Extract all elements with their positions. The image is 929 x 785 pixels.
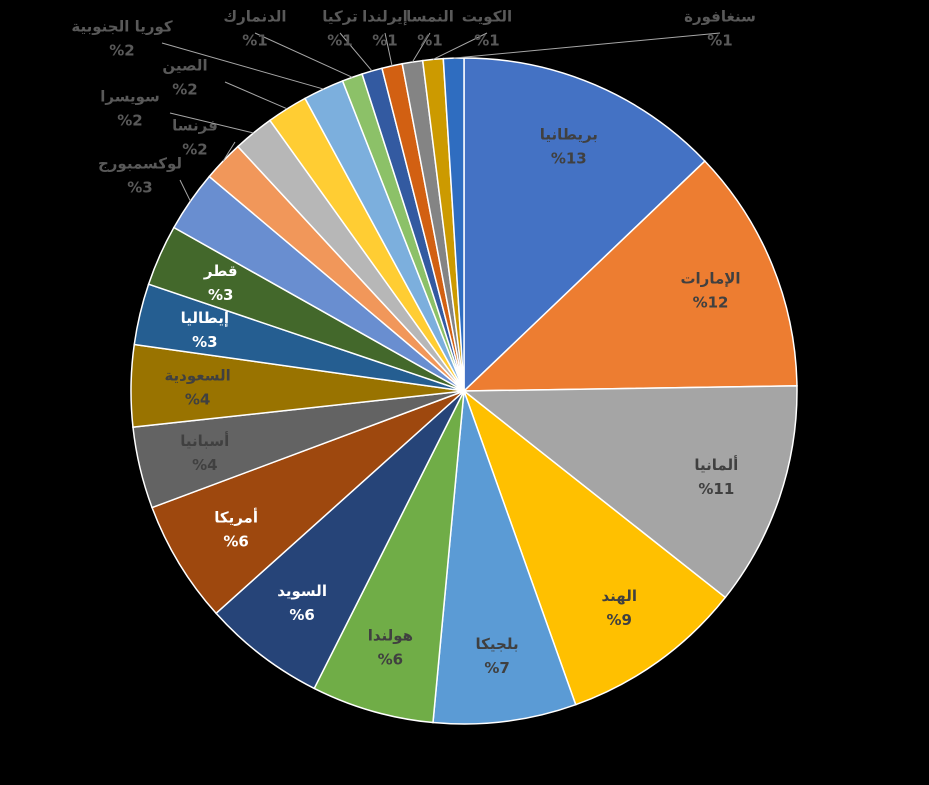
leader-line [384,32,393,66]
slice-label: بلجيكا [476,635,519,653]
slice-label: السعودية [164,366,230,384]
slice-value-label: %2 [182,141,207,159]
slice-label: لوكسمبورج [98,155,182,173]
leader-line [224,81,288,110]
leader-line [411,32,431,63]
pie-slice [462,388,727,706]
slice-value-label: %9 [607,611,632,629]
slice-value-label: %6 [289,606,314,624]
leader-line [222,141,236,162]
slice-label: الصين [162,57,207,75]
slice-label: الكويت [462,8,512,26]
pie-slice [215,390,465,690]
slice-label: ألمانيا [694,455,738,474]
slice-value-label: %2 [172,81,197,99]
leader-line [453,32,721,59]
slice-label: السويد [277,582,327,600]
slice-value-label: %3 [127,179,152,197]
slice-value-label: %1 [327,32,352,50]
slice-value-label: %6 [223,532,248,550]
slice-label: أمريكا [214,507,258,526]
slice-label: سويسرا [100,88,160,106]
slice-value-label: %7 [484,659,509,677]
pie-slice [462,160,798,392]
slice-value-label: %4 [192,456,217,474]
slice-value-label: %3 [208,286,233,304]
slice-value-label: %1 [417,32,442,50]
slice-value-label: %1 [372,32,397,50]
slice-label: الهند [602,587,637,605]
leader-line [161,42,324,90]
slice-value-label: %2 [117,112,142,130]
slice-label: هولندا [368,627,413,645]
slice-label: الإمارات [680,270,740,288]
slice-value-label: %2 [109,42,134,60]
leader-line [254,32,353,78]
slice-label: تركيا [322,8,357,26]
slice-label: كوريا الجنوبية [71,18,172,36]
pie-slice [432,390,577,725]
slice-value-label: %4 [185,390,210,408]
slice-value-label: %13 [551,150,587,168]
leader-line [432,32,488,60]
leader-line [179,179,191,202]
slice-label: سنغافورة [684,8,756,26]
slice-value-label: %1 [474,32,499,50]
slice-value-label: %1 [707,32,732,50]
slice-value-label: %11 [698,480,734,498]
pie-slice [461,385,798,599]
slice-value-label: %6 [378,651,403,669]
slice-label: إيطاليا [181,309,229,327]
slice-label: إيرلندا [362,8,408,26]
slice-value-label: %12 [693,294,729,312]
slice-value-label: %1 [242,32,267,50]
pie-slice [151,390,465,615]
slice-value-label: %3 [192,333,217,351]
slice-label: أسبانيا [180,431,229,450]
slice-label: قطر [203,262,238,280]
leader-line [339,32,373,72]
slice-label: النمسا [406,8,454,26]
slice-label: بريطانيا [540,126,598,144]
leader-line [169,112,254,134]
pie-slice [463,57,706,393]
slice-label: فرنسا [172,117,218,135]
slice-label: الدنمارك [223,8,286,26]
pie-slice [313,390,465,724]
